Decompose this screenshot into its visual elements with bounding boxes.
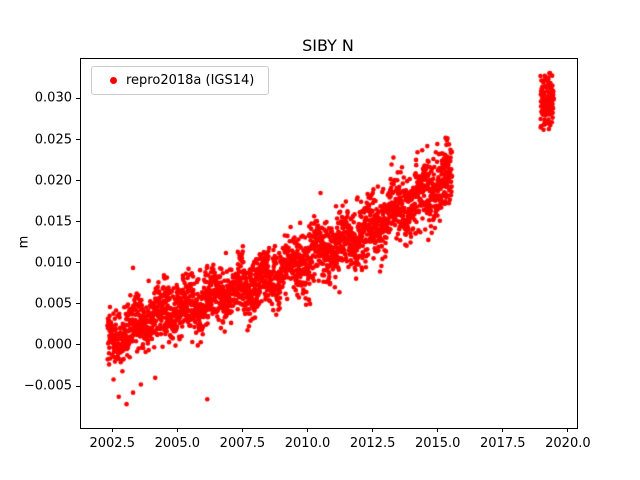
y-tick-mark [76,97,80,99]
x-tick-mark [567,428,569,432]
x-tick-label: 2005.0 [154,436,201,451]
y-tick-label: 0.020 [34,173,72,189]
x-tick-label: 2015.0 [414,436,461,451]
y-tick-mark [76,262,80,264]
y-tick-mark [76,303,80,305]
x-tick-mark [372,428,374,432]
x-tick-label: 2012.5 [349,436,396,451]
y-tick-mark [76,385,80,387]
x-tick-label: 2007.5 [219,436,266,451]
legend-handle [100,77,126,84]
y-tick-label: 0.025 [34,132,72,148]
x-tick-label: 2017.5 [480,436,526,451]
y-tick-label: 0.030 [34,90,72,106]
y-tick-label: −0.005 [23,378,72,394]
x-tick-mark [437,428,439,432]
plot-title: SIBY N [302,36,354,55]
y-tick-mark [76,344,80,346]
y-tick-label: 0.005 [34,296,72,312]
y-tick-mark [76,139,80,141]
legend-marker-icon [109,77,117,84]
y-axis-label: m [16,235,32,249]
legend-label: repro2018a (IGS14) [126,73,255,88]
y-tick-mark [76,221,80,223]
plot-area: 2002.5 2005.0 2007.5 2010.0 2012.5 2015.0 2017… [24,58,591,451]
y-tick-label: 0.000 [34,337,72,353]
legend: repro2018a (IGS14) [91,66,270,95]
x-tick-label: 2010.0 [284,436,331,451]
y-tick-label: 0.010 [34,255,72,271]
x-tick-mark [502,428,504,432]
scatter-canvas [81,59,577,428]
y-tick-label: 0.015 [34,214,72,230]
x-tick-mark [111,428,113,432]
x-tick-label: 2002.5 [89,436,135,451]
x-tick-label: 2020.0 [545,436,591,451]
x-tick-mark [241,428,243,432]
x-tick-mark [176,428,178,432]
y-tick-mark [76,180,80,182]
x-tick-mark [307,428,309,432]
